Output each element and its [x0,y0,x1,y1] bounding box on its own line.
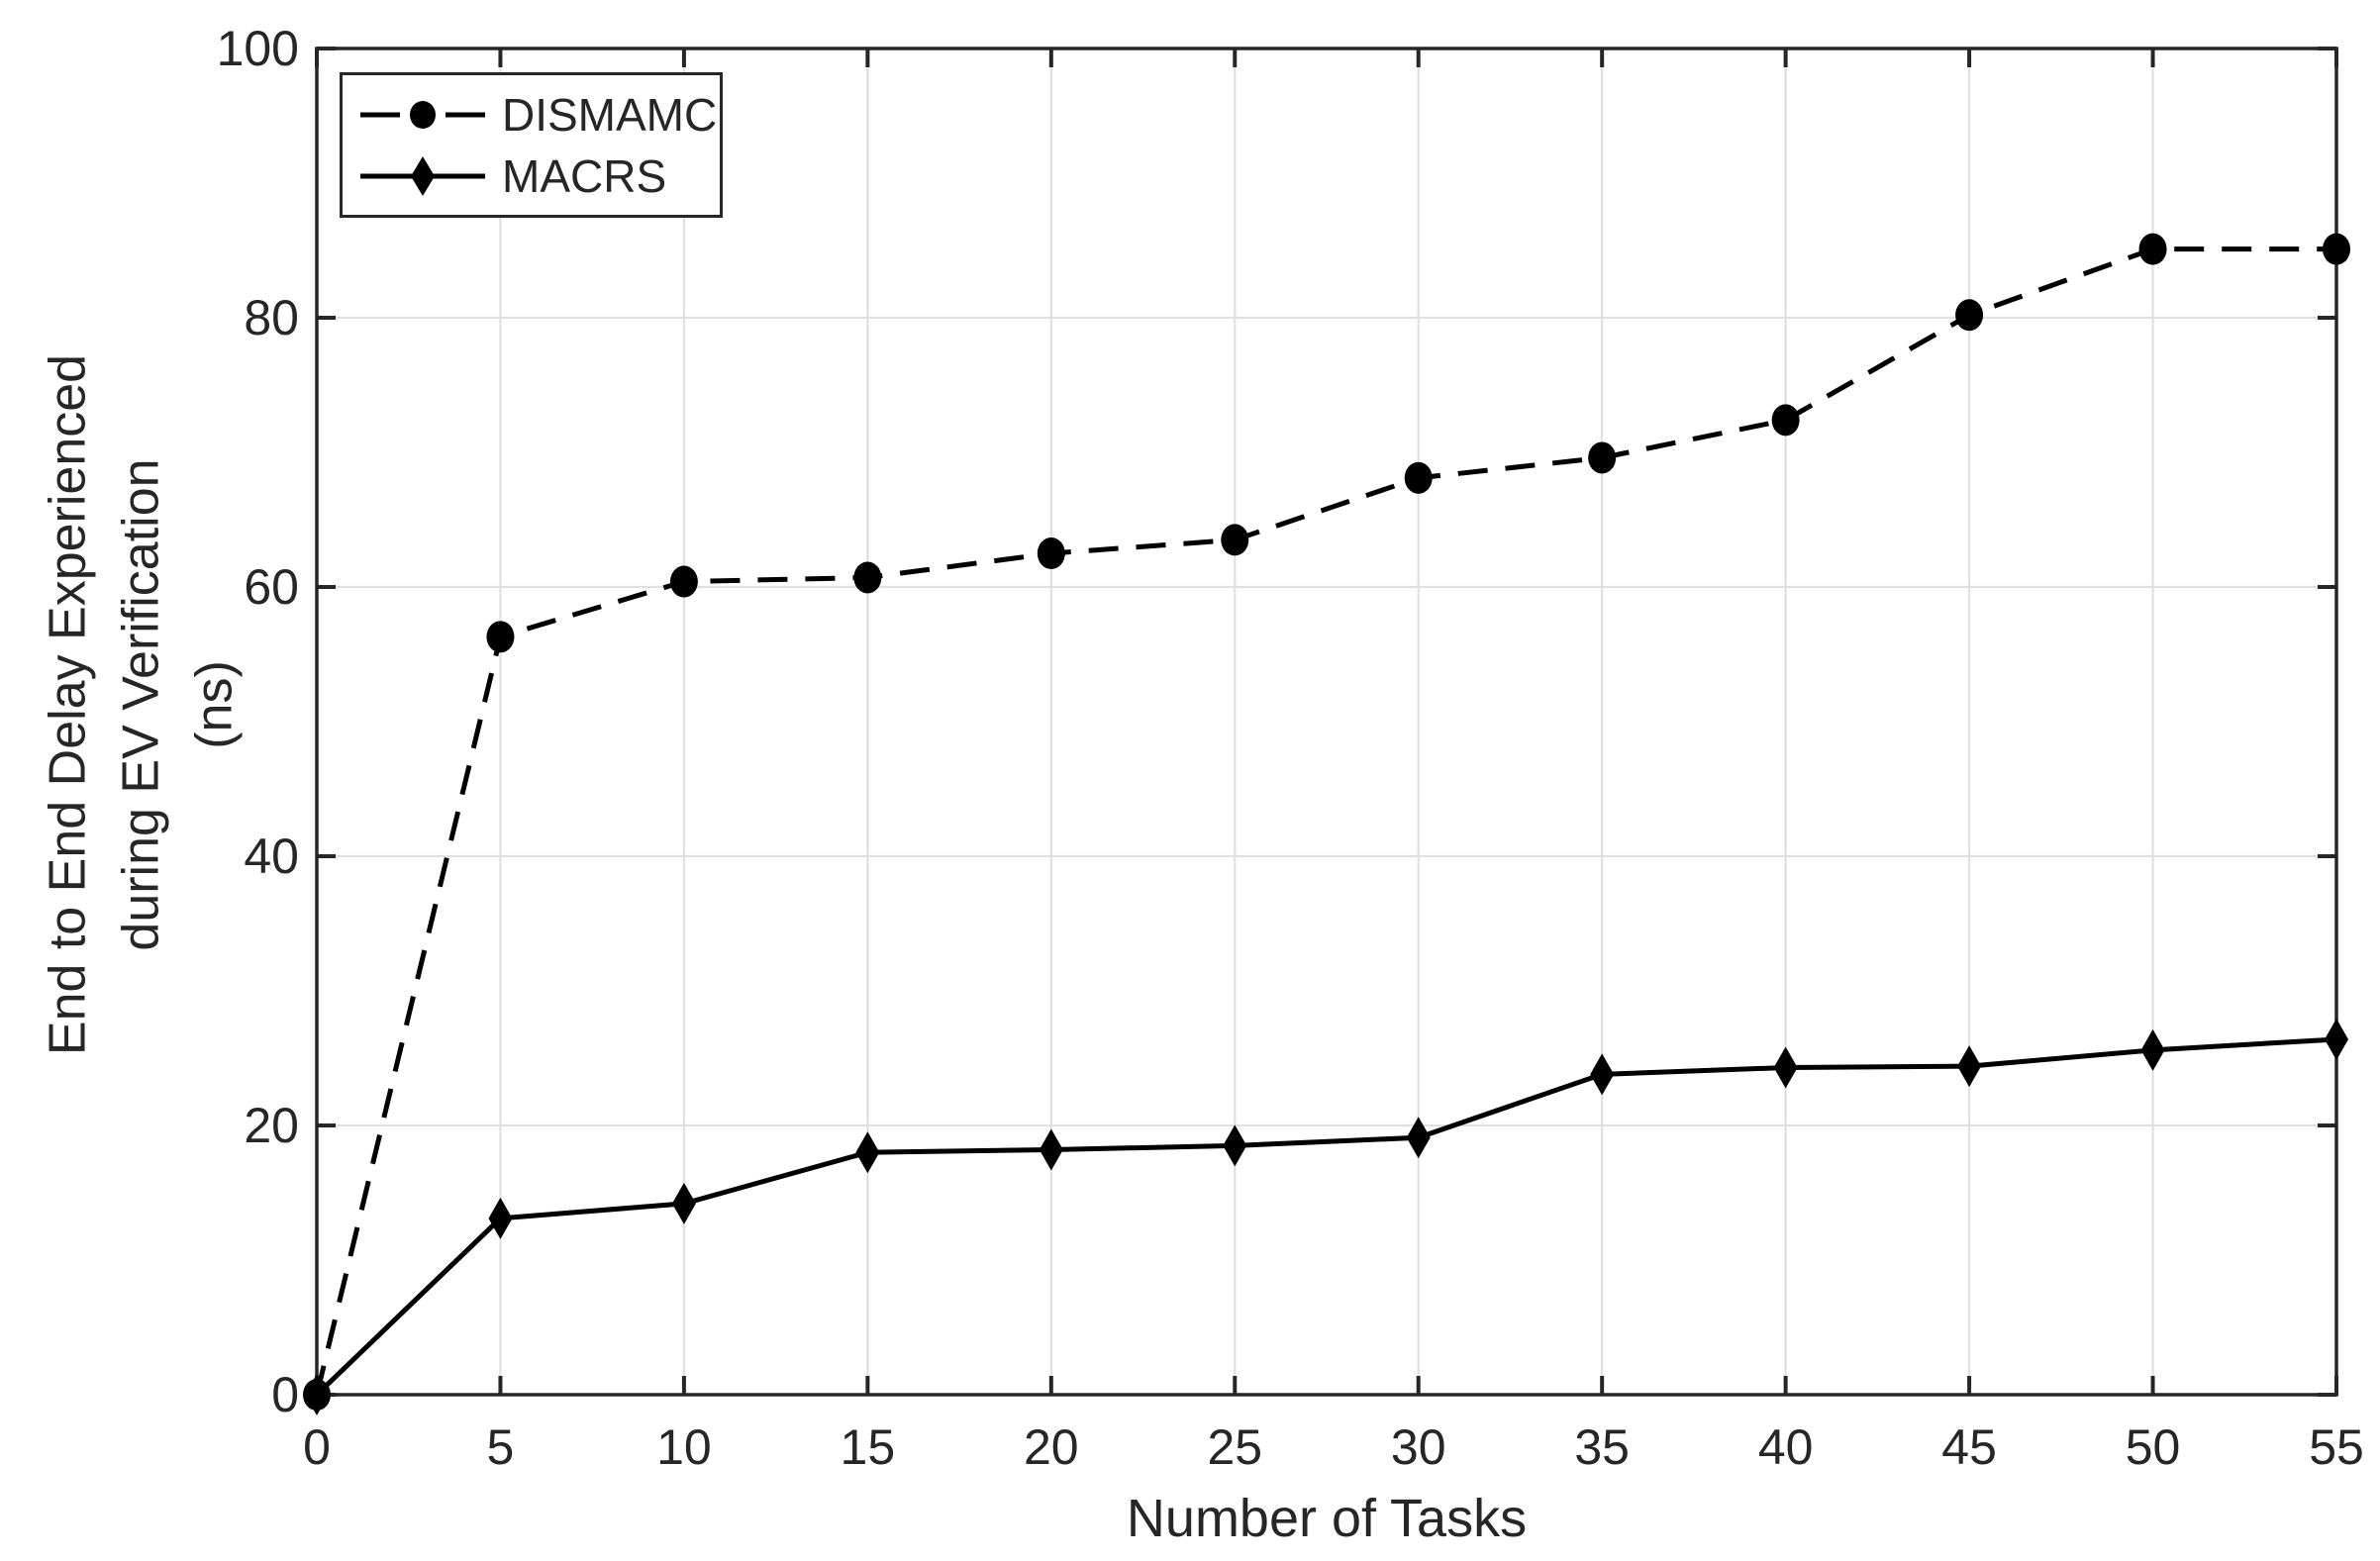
dismamc-data-point-marker [853,561,882,594]
x-tick-label-20: 20 [1024,1419,1079,1475]
x-axis-label: Number of Tasks [1126,1489,1528,1548]
dismamc-data-point-marker [669,565,698,598]
legend-circle-marker-icon [410,100,436,129]
macrs-data-point-marker [1590,1053,1615,1096]
dismamc-data-point-marker [2323,233,2350,265]
x-tick-label-50: 50 [2125,1419,2181,1475]
legend-diamond-marker-icon [411,155,435,196]
macrs-data-point-marker [1773,1046,1798,1089]
legend-label-dismamc: DISMAMC [502,88,718,141]
y-tick-label-100: 100 [216,21,299,76]
x-tick-label-45: 45 [1941,1419,1997,1475]
dismamc-data-point-marker [1037,537,1065,569]
legend-item-dismamc: DISMAMC [343,84,720,146]
series-line-macrs [315,1036,2337,1397]
macrs-data-point-marker [1406,1117,1431,1159]
legend-item-macrs: MACRS [343,146,720,207]
y-tick-label-40: 40 [244,829,299,884]
y-axis-label-line-1: End to End Delay Experienced [39,353,97,1056]
macrs-data-point-marker [1223,1124,1247,1167]
dismamc-data-point-marker [2138,233,2167,265]
dismamc-data-point-marker [1588,441,1617,474]
macrs-data-point-marker [2140,1028,2165,1071]
y-tick-label-20: 20 [244,1098,299,1153]
y-tick-label-80: 80 [244,290,299,345]
macrs-data-point-marker [305,1374,329,1415]
x-tick-label-40: 40 [1757,1419,1814,1475]
x-tick-label-5: 5 [486,1419,515,1475]
dashed-line-circle-marker-sample [360,100,485,129]
legend: DISMAMC MACRS [340,72,723,218]
dismamc-data-point-marker [1221,524,1249,556]
plot-border [315,47,2338,1397]
x-tick-label-25: 25 [1207,1419,1263,1475]
macrs-data-point-marker [1957,1045,1982,1088]
macrs-data-point-marker [2325,1018,2348,1060]
dismamc-data-point-marker [1404,461,1433,494]
dismamc-data-point-marker [1771,404,1800,437]
solid-line-diamond-marker-sample [360,155,485,196]
x-tick-label-10: 10 [656,1419,712,1475]
y-tick-label-60: 60 [244,559,299,615]
x-tick-label-0: 0 [303,1419,331,1475]
x-tick-label-15: 15 [840,1419,896,1475]
y-axis-label-line-3: (ns) [184,660,243,749]
macrs-data-point-marker [855,1131,880,1174]
dismamc-data-point-marker [1955,299,1984,332]
x-tick-label-55: 55 [2309,1419,2364,1475]
y-tick-label-0: 0 [271,1367,299,1422]
dismamc-data-point-marker [486,621,515,653]
x-tick-label-30: 30 [1390,1419,1446,1475]
macrs-data-point-marker [488,1197,513,1239]
macrs-data-point-marker [671,1182,696,1224]
macrs-data-point-marker [1039,1128,1063,1171]
legend-label-macrs: MACRS [502,149,667,202]
y-axis-label-line-2: during EV Verification [112,458,170,951]
y-axis-label: End to End Delay Experienced during EV V… [32,354,250,1055]
x-tick-label-35: 35 [1574,1419,1630,1475]
series-line-dismamc [314,246,2336,1396]
